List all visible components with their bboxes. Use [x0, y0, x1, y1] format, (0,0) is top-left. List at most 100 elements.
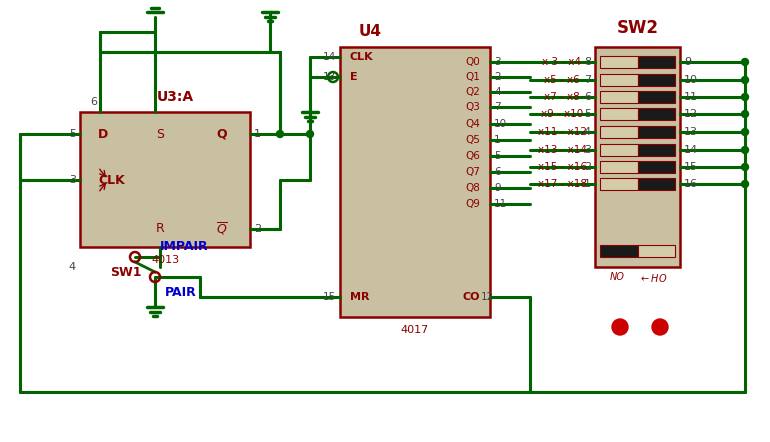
Text: 15: 15	[684, 162, 698, 172]
Circle shape	[742, 58, 748, 65]
Text: 7: 7	[584, 75, 591, 85]
Text: 13: 13	[684, 127, 698, 137]
Text: 8: 8	[584, 57, 591, 67]
Circle shape	[742, 76, 748, 84]
Text: CLK: CLK	[350, 52, 373, 62]
Text: IMPAIR: IMPAIR	[160, 240, 209, 254]
Text: x13 - x14: x13 - x14	[537, 145, 587, 155]
Text: U3:A: U3:A	[156, 90, 193, 104]
Circle shape	[742, 164, 748, 171]
Text: Q7: Q7	[465, 167, 480, 177]
Text: 11: 11	[494, 199, 507, 209]
Text: Q5: Q5	[465, 135, 480, 145]
Text: 2: 2	[254, 224, 261, 234]
Circle shape	[306, 130, 313, 137]
Bar	[638, 126, 675, 138]
Text: 10: 10	[684, 75, 698, 85]
Bar	[638, 245, 675, 257]
Text: 1: 1	[494, 135, 501, 145]
Text: NO: NO	[610, 272, 624, 282]
Text: $\overline{Q}$: $\overline{Q}$	[216, 221, 228, 237]
Text: Q2: Q2	[465, 87, 480, 97]
Text: x5 - x6: x5 - x6	[544, 75, 580, 85]
Text: U4: U4	[359, 24, 381, 39]
Bar	[595, 47, 680, 267]
Circle shape	[742, 180, 748, 187]
Text: 14: 14	[684, 145, 698, 155]
Circle shape	[652, 319, 668, 335]
Text: SW1: SW1	[110, 266, 142, 278]
Text: SW2: SW2	[617, 19, 658, 37]
Text: 5: 5	[584, 109, 591, 119]
Text: 15: 15	[323, 292, 336, 302]
Bar	[600, 91, 638, 103]
Text: x7 - x8: x7 - x8	[544, 92, 580, 102]
Text: x 3 - x4: x 3 - x4	[543, 57, 581, 67]
Text: 3: 3	[584, 145, 591, 155]
Text: 3: 3	[69, 175, 76, 185]
Text: 10: 10	[494, 119, 507, 129]
Text: 6: 6	[494, 167, 501, 177]
Circle shape	[742, 110, 748, 118]
Text: MR: MR	[350, 292, 370, 302]
Text: 4013: 4013	[151, 255, 179, 265]
Text: 5: 5	[494, 151, 501, 161]
Circle shape	[742, 146, 748, 153]
Text: 2: 2	[584, 162, 591, 172]
Text: 11: 11	[684, 92, 698, 102]
Text: $\leftarrow$HO: $\leftarrow$HO	[638, 272, 668, 284]
Text: 5: 5	[69, 129, 76, 139]
Text: 7: 7	[494, 102, 501, 112]
Text: x11 - x12: x11 - x12	[537, 127, 587, 137]
Text: Q1: Q1	[465, 72, 480, 82]
Bar	[638, 144, 675, 156]
Text: 2: 2	[494, 72, 501, 82]
Text: 6: 6	[584, 92, 591, 102]
Text: 4: 4	[584, 127, 591, 137]
Text: CLK: CLK	[98, 174, 125, 187]
Text: Q0: Q0	[465, 57, 480, 67]
Circle shape	[612, 319, 628, 335]
Text: x9 - x10: x9 - x10	[541, 109, 583, 119]
Bar	[80, 112, 250, 247]
Bar	[600, 178, 638, 190]
Text: Q6: Q6	[465, 151, 480, 161]
Bar	[600, 144, 638, 156]
Bar	[340, 47, 490, 317]
Text: x15 - x16: x15 - x16	[537, 162, 587, 172]
Text: R: R	[156, 222, 164, 236]
Text: 3: 3	[494, 57, 501, 67]
Bar	[638, 178, 675, 190]
Text: E: E	[350, 72, 357, 82]
Text: 12: 12	[684, 109, 698, 119]
Circle shape	[742, 129, 748, 136]
Bar	[600, 108, 638, 120]
Text: CO: CO	[463, 292, 480, 302]
Text: 6: 6	[91, 97, 98, 107]
Text: 9: 9	[684, 57, 691, 67]
Bar	[600, 161, 638, 173]
Text: S: S	[156, 127, 164, 141]
Text: 13: 13	[323, 72, 336, 82]
Text: x17 - x18: x17 - x18	[537, 179, 587, 189]
Text: 1: 1	[254, 129, 261, 139]
Circle shape	[276, 130, 283, 137]
Text: Q9: Q9	[465, 199, 480, 209]
Bar	[638, 108, 675, 120]
Text: 9: 9	[494, 183, 501, 193]
Circle shape	[742, 94, 748, 100]
Text: Q8: Q8	[465, 183, 480, 193]
Text: D: D	[98, 127, 109, 141]
Bar	[600, 245, 638, 257]
Bar	[638, 56, 675, 68]
Text: 14: 14	[323, 52, 336, 62]
Text: 1: 1	[584, 179, 591, 189]
Text: 4017: 4017	[401, 325, 429, 335]
Bar	[600, 126, 638, 138]
Text: Q4: Q4	[465, 119, 480, 129]
Text: 16: 16	[684, 179, 698, 189]
Text: 4: 4	[494, 87, 501, 97]
Text: 12: 12	[480, 292, 494, 302]
Text: PAIR: PAIR	[165, 286, 197, 298]
Bar	[638, 74, 675, 86]
